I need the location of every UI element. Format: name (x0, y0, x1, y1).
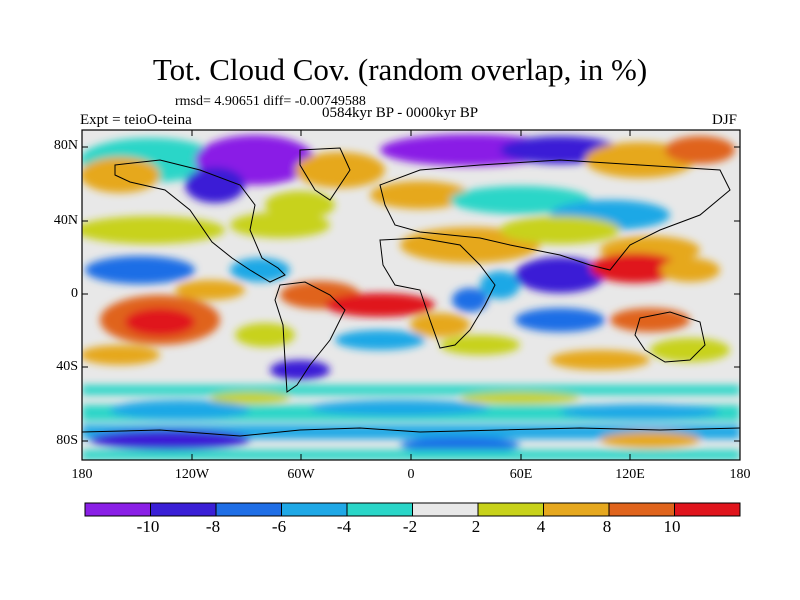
colorbar-label: -10 (136, 517, 160, 536)
axis-ticks (81, 130, 741, 460)
period-label: 0584kyr BP - 0000kyr BP (322, 105, 479, 121)
lon-label-120e: 120E (615, 467, 645, 482)
lat-label-40n: 40N (53, 213, 78, 228)
anomaly-field (82, 130, 740, 460)
colorbar-label: 8 (602, 517, 612, 536)
colorbar (84, 502, 741, 517)
lat-label-0: 0 (71, 286, 78, 301)
lon-label-60w: 60W (287, 467, 315, 482)
colorbar-label: 4 (536, 517, 546, 536)
lat-label-40s: 40S (56, 359, 78, 374)
colorbar-swatch (477, 502, 544, 517)
australia-coast (634, 311, 706, 363)
colorbar-swatch (346, 502, 413, 517)
colorbar-label: -6 (271, 517, 287, 536)
antarctica-coast (82, 427, 740, 437)
experiment-label: Expt = teioO-teina (80, 112, 192, 128)
coastlines (82, 147, 740, 437)
statistics-line: rmsd= 4.90651 diff= -0.00749588 (175, 94, 366, 109)
lon-label-180e: 180 (729, 467, 751, 482)
colorbar-label: -2 (402, 517, 418, 536)
lat-label-80n: 80N (53, 138, 78, 153)
lon-label-120w: 120W (174, 467, 210, 482)
africa-coast (379, 237, 496, 349)
colorbar-swatch (543, 502, 610, 517)
colorbar-swatch (674, 502, 741, 517)
colorbar-label: -4 (336, 517, 352, 536)
colorbar-label: 2 (471, 517, 481, 536)
colorbar-label: 10 (663, 517, 681, 536)
lon-label-60e: 60E (509, 467, 533, 482)
lon-label-180w: 180 (71, 467, 93, 482)
map-title: Tot. Cloud Cov. (random overlap, in %) (152, 52, 648, 87)
lon-label-0: 0 (407, 467, 415, 482)
colorbar-label: -8 (205, 517, 221, 536)
south-america-coast (274, 281, 346, 393)
season-label: DJF (712, 112, 738, 128)
greenland-coast (299, 147, 351, 201)
colorbar-swatch (84, 502, 151, 517)
eurasia-coast (379, 159, 731, 271)
colorbar-swatch (412, 502, 479, 517)
lat-label-80s: 80S (56, 433, 78, 448)
colorbar-swatch (215, 502, 282, 517)
north-america-coast (114, 159, 286, 283)
colorbar-swatch (608, 502, 675, 517)
colorbar-swatch (281, 502, 348, 517)
colorbar-swatch (150, 502, 217, 517)
